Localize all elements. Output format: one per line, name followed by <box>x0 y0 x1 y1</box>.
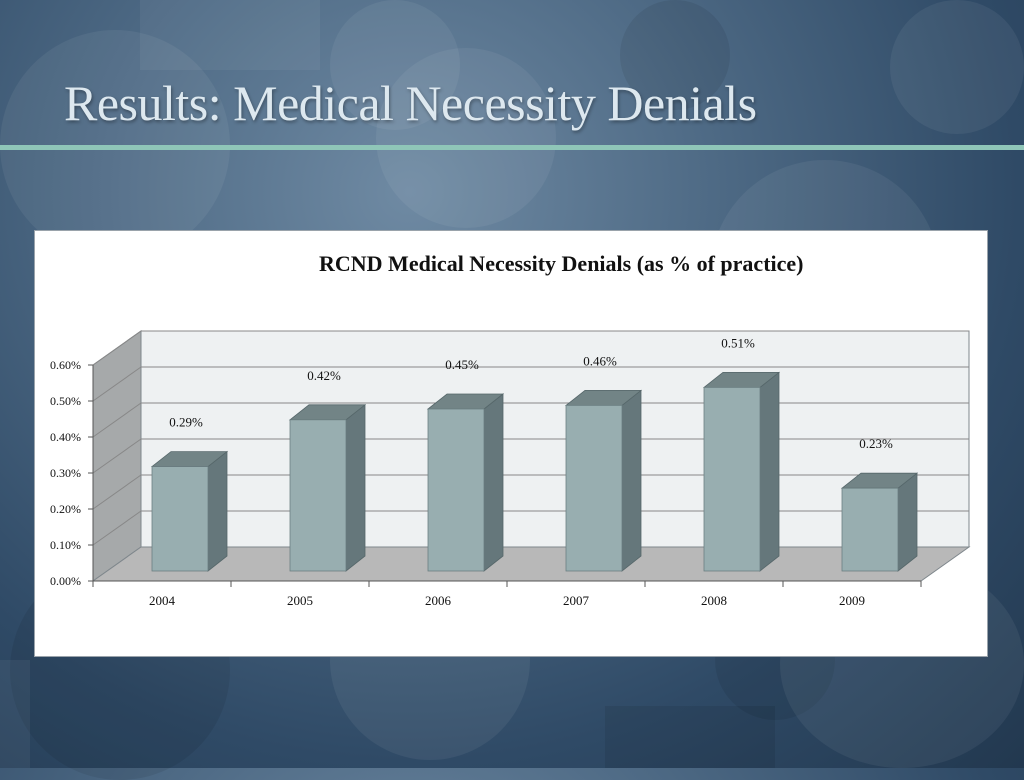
x-tick-label: 2008 <box>701 593 727 608</box>
y-tick-label: 0.00% <box>50 574 81 588</box>
bar-side <box>346 405 365 571</box>
y-tick-label: 0.50% <box>50 394 81 408</box>
background-circle <box>890 0 1024 134</box>
bar <box>704 387 760 571</box>
y-tick-label: 0.40% <box>50 430 81 444</box>
bar <box>842 488 898 571</box>
background-square <box>0 660 30 768</box>
x-tick-label: 2007 <box>563 593 590 608</box>
data-label: 0.51% <box>721 335 755 350</box>
x-tick-label: 2005 <box>287 593 313 608</box>
x-tick-label: 2009 <box>839 593 865 608</box>
slide-title: Results: Medical Necessity Denials <box>64 74 757 132</box>
x-tick-label: 2006 <box>425 593 452 608</box>
data-label: 0.29% <box>169 415 203 430</box>
x-tick-label: 2004 <box>149 593 176 608</box>
background-square <box>605 706 775 768</box>
y-tick-label: 0.10% <box>50 538 81 552</box>
bar-side <box>622 390 641 571</box>
bar <box>428 409 484 571</box>
bar-side <box>484 394 503 571</box>
bar-side <box>208 452 227 571</box>
data-label: 0.42% <box>307 368 341 383</box>
bar <box>152 467 208 571</box>
background-square <box>140 0 320 70</box>
data-label: 0.46% <box>583 353 617 368</box>
bar <box>290 420 346 571</box>
bar-side <box>760 372 779 571</box>
y-tick-label: 0.20% <box>50 502 81 516</box>
bar-side <box>898 473 917 571</box>
y-tick-label: 0.30% <box>50 466 81 480</box>
title-divider <box>0 145 1024 150</box>
bar-chart: 0.00% 0.10% 0.20% 0.30% 0.40% 0.50% 0.60% 0.29%… <box>35 231 989 658</box>
chart-panel: RCND Medical Necessity Denials (as % of … <box>34 230 988 657</box>
data-label: 0.23% <box>859 436 893 451</box>
y-tick-label: 0.60% <box>50 358 81 372</box>
bar <box>566 405 622 571</box>
data-label: 0.45% <box>445 357 479 372</box>
